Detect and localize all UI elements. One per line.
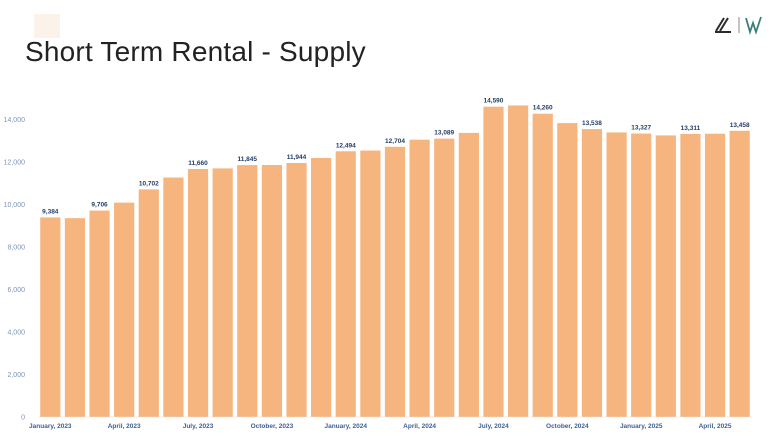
x-tick-label: January, 2023 xyxy=(29,423,72,430)
bar xyxy=(187,169,209,417)
bar xyxy=(581,129,603,417)
data-label: 13,311 xyxy=(681,125,701,132)
y-axis: 0 2,000 4,000 6,000 8,000 10,000 12,000 14,000 xyxy=(4,117,26,422)
bar xyxy=(335,151,356,418)
bar xyxy=(508,105,529,417)
bar xyxy=(212,168,233,417)
x-tick-label: October, 2024 xyxy=(546,423,589,430)
y-tick-label: 2,000 xyxy=(7,372,25,379)
x-tick-label: April, 2023 xyxy=(108,423,141,430)
x-tick-label: July, 2024 xyxy=(478,423,509,430)
data-label: 11,660 xyxy=(188,160,208,167)
bar xyxy=(631,133,652,417)
bar xyxy=(434,138,455,417)
data-label: 11,944 xyxy=(287,154,307,161)
bar xyxy=(704,133,726,418)
data-labels: 9,384 9,706 10,702 11,660 11,845 11,944 12,494… xyxy=(42,98,750,216)
data-label: 12,494 xyxy=(336,142,356,149)
bar xyxy=(532,113,553,418)
data-label: 13,538 xyxy=(582,120,602,127)
data-label: 13,089 xyxy=(434,130,454,137)
bar xyxy=(114,202,135,417)
y-tick-label: 4,000 xyxy=(7,329,25,336)
bar xyxy=(163,177,184,417)
bars xyxy=(40,105,750,418)
bar xyxy=(138,189,159,417)
x-tick-label: July, 2023 xyxy=(183,423,214,430)
brand-logo-icon xyxy=(715,16,762,36)
data-label: 10,702 xyxy=(139,180,159,187)
bar xyxy=(483,106,504,417)
bar xyxy=(237,165,258,417)
data-label: 14,260 xyxy=(533,105,553,112)
slide-title: Short Term Rental - Supply xyxy=(25,36,366,67)
data-label: 11,845 xyxy=(238,156,258,163)
y-tick-label: 6,000 xyxy=(7,287,25,294)
x-tick-label: April, 2024 xyxy=(403,423,436,430)
bar xyxy=(606,132,627,417)
x-tick-label: April, 2025 xyxy=(699,423,732,430)
x-axis: January, 2023 April, 2023 July, 2023 Octobe… xyxy=(29,416,752,430)
bar xyxy=(384,146,406,417)
data-label: 12,704 xyxy=(385,138,405,145)
bar xyxy=(311,157,332,417)
x-tick-label: January, 2025 xyxy=(620,423,663,430)
decorative-square xyxy=(34,14,60,38)
bar xyxy=(655,135,676,417)
bar xyxy=(458,132,479,417)
bar xyxy=(729,130,750,418)
bar xyxy=(557,123,578,417)
bar xyxy=(286,162,307,417)
bar xyxy=(680,133,701,418)
y-tick-label: 0 xyxy=(21,415,25,422)
y-tick-label: 14,000 xyxy=(4,117,26,124)
bar xyxy=(64,218,86,417)
data-label: 14,590 xyxy=(484,98,504,105)
data-label: 9,384 xyxy=(42,208,59,215)
data-label: 13,327 xyxy=(631,125,651,132)
bar xyxy=(89,210,110,417)
y-tick-label: 12,000 xyxy=(4,159,26,166)
data-label: 13,458 xyxy=(730,122,750,129)
x-tick-label: October, 2023 xyxy=(251,423,294,430)
y-tick-label: 8,000 xyxy=(7,244,25,251)
bar xyxy=(409,139,430,417)
y-tick-label: 10,000 xyxy=(4,202,26,209)
bar xyxy=(40,217,61,417)
bar xyxy=(360,150,381,417)
bar xyxy=(261,164,282,417)
x-tick-label: January, 2024 xyxy=(324,423,367,430)
data-label: 9,706 xyxy=(91,202,108,209)
